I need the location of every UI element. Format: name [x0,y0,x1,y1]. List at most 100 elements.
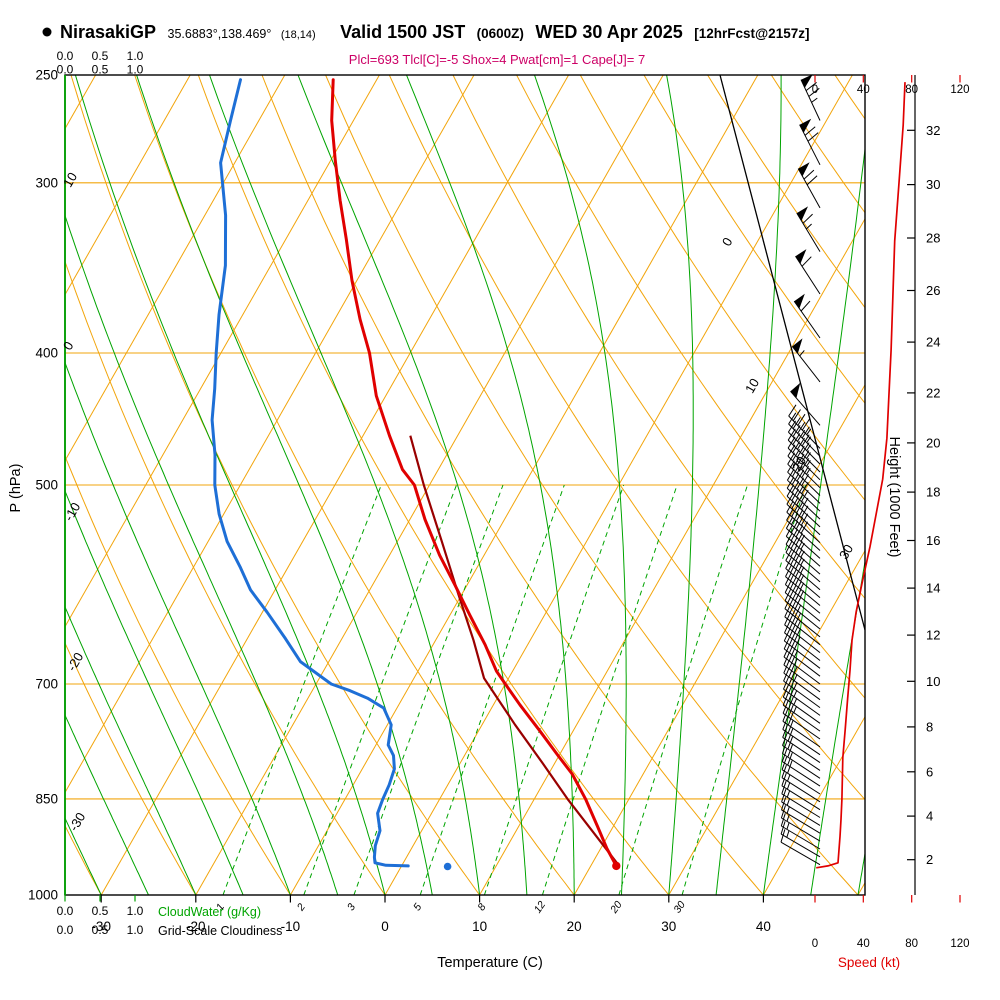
wind-barb-feather [781,756,788,770]
wind-barb-feather [804,126,816,136]
moist-adiabat-line [534,75,627,895]
wind-barb-half-feather [806,428,812,435]
dry-adiabat-line [643,75,865,405]
wind-barb-feather [796,501,804,514]
isotherm-line [479,217,865,895]
wind-barb-feather [780,805,786,819]
isotherm-line [195,75,664,895]
wind-barb-feather [787,704,794,718]
speed-tick-label-bottom: 120 [950,938,969,950]
dry-adiabat-line [70,75,481,895]
isotherm-line [762,715,865,895]
wind-barb-feather [785,540,793,553]
wind-barb-staff [782,704,821,732]
dry-adiabat-line [65,454,291,895]
wind-barb-pennant [801,74,813,88]
wind-barb-feather [783,644,790,658]
wind-barb-staff [781,769,821,795]
wind-barb-half-feather [806,452,811,459]
wind-barb-half-feather [786,814,790,822]
mixing-ratio-label: 8 [475,901,488,913]
wind-barb-staff [781,809,821,834]
wind-barb-half-feather [811,97,818,103]
station-coords: 35.6883°,138.469° [168,27,272,41]
wind-barb-half-feather [793,697,798,705]
wind-barb-feather [797,413,806,426]
wind-barb-feather [801,434,810,447]
wind-barb-feather [789,592,797,606]
wind-barb-half-feather [800,582,805,590]
wind-barb-feather [782,724,788,738]
wind-barb-half-feather [800,550,805,558]
pressure-tick-label: 250 [35,68,58,83]
height-tick-label: 18 [926,485,940,500]
wind-barb-feather [787,420,797,433]
wind-barb-feather [788,404,797,417]
wind-barb-staff [780,841,821,866]
wind-barb-feather [785,548,793,561]
wind-barb-staff [796,212,821,252]
wind-barb-feather [789,576,797,590]
moist-adiabat-line [65,605,197,895]
wind-barb-staff [788,431,821,465]
pressure-tick-label: 850 [35,791,58,806]
wind-barb-pennant [790,382,801,399]
cloudwater-scale-label-bottom: 1.0 [127,904,144,918]
wind-barb-half-feather [793,681,798,690]
wind-barb-staff [781,793,821,818]
temperature-tick-label: -30 [91,919,111,934]
wind-barb-feather [792,417,801,429]
wind-barb-feather [791,496,799,509]
wind-barb-pennant [798,162,810,177]
wind-barb-feather [790,552,798,565]
temperature-curve [330,78,618,868]
temperature-tick-label: 0 [381,919,389,934]
mixing-ratio-lines [222,484,806,895]
dry-adiabat-line [516,75,865,600]
wind-barb-feather [782,684,789,698]
dry-adiabat-line [452,75,865,699]
temperature-axis-title: Temperature (C) [437,955,543,971]
wind-barb-feather [796,453,805,466]
wind-barb-staff [782,761,821,787]
wind-barb-half-feather [806,460,811,467]
pressure-axis-title: P (hPa) [8,464,24,513]
wind-barb-feather [789,584,797,598]
height-axis-title: Height (1000 Feet) [886,437,902,558]
moist-adiabat-line [65,489,244,895]
wind-barb-feather [786,476,795,489]
height-tick-label: 14 [926,581,940,596]
wind-barb-pennant [799,118,812,133]
wind-barb-feather [797,421,806,434]
wind-barb-half-feather [786,830,790,838]
dry-adiabats [65,75,865,895]
wind-barb-staff [781,817,821,842]
isotherm-line [65,75,380,628]
title-bullet-icon [42,27,52,37]
wind-barb-staff [782,728,821,756]
temperature-tick-label: 20 [567,919,582,934]
height-tick-label: 8 [926,719,933,734]
wind-barb-staff [780,833,821,858]
wind-barb-staff [787,471,821,504]
wind-barb-staff [783,672,821,701]
wind-barb-feather [794,620,801,634]
isotherm-line [668,549,865,895]
wind-barb-half-feather [793,658,798,666]
wind-barb-feather [786,500,794,513]
wind-barb-feather [787,736,794,750]
wind-barb-feather [800,300,811,312]
wind-barb-feather [785,556,793,569]
cloudwater-scale-label-top: 0.5 [92,49,109,63]
wind-barb-feather [800,513,809,526]
wind-barb-half-feather [786,798,791,806]
wind-barb-half-feather [800,534,805,542]
wind-barb-feather [794,580,802,594]
wind-barb-feather [791,480,800,493]
wind-barb-staff [785,584,821,614]
wind-barb-staff [788,415,821,449]
wind-barb-staff [788,423,821,457]
wind-barb-half-feather [799,590,805,598]
moist-adiabat-line [209,75,481,895]
